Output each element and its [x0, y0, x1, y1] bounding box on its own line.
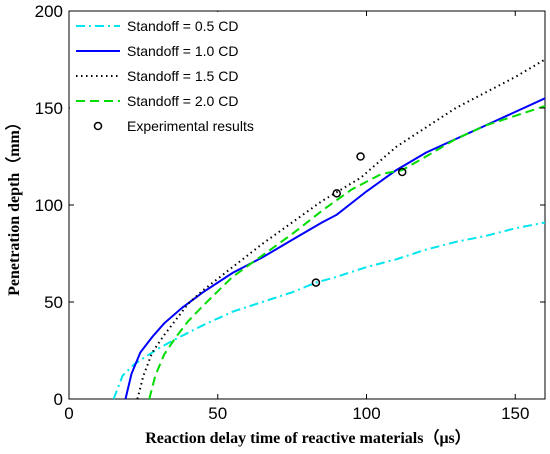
legend-box — [70, 12, 284, 140]
x-tick-label: 50 — [208, 404, 227, 423]
legend: Standoff = 0.5 CD Standoff = 1.0 CD Stando… — [70, 12, 284, 140]
x-axis-title: Reaction delay time of reactive material… — [145, 429, 471, 447]
legend-label-standoff-2-0-cd: Standoff = 2.0 CD — [127, 93, 238, 109]
legend-label-experimental-results: Experimental results — [127, 118, 254, 134]
experimental-point — [332, 189, 341, 198]
y-axis-title: Penetration depth（mm） — [5, 114, 23, 296]
experimental-point — [311, 278, 321, 287]
experimental-point — [356, 152, 365, 161]
legend-label-standoff-1-0-cd: Standoff = 1.0 CD — [127, 43, 238, 59]
y-tick-label: 200 — [35, 2, 63, 21]
series-line-standoff-2-0-cd — [148, 105, 546, 400]
legend-label-standoff-0-5-cd: Standoff = 0.5 CD — [127, 18, 238, 34]
series-line-standoff-1-0-cd — [124, 97, 546, 400]
experimental-points — [311, 152, 407, 287]
axis-ticks: 0 50 100 150 0 50 100 150 200 — [35, 2, 545, 423]
y-tick-label: 150 — [35, 99, 63, 118]
series-line-standoff-0-5-cd — [112, 221, 546, 400]
legend-swatch-experimental — [93, 121, 103, 131]
y-tick-label: 50 — [44, 293, 63, 312]
x-tick-label: 0 — [64, 404, 73, 423]
legend-label-standoff-1-5-cd: Standoff = 1.5 CD — [127, 68, 238, 84]
series-layer — [112, 58, 546, 400]
experimental-point — [397, 167, 407, 177]
x-tick-label: 150 — [501, 404, 529, 423]
y-tick-label: 100 — [35, 196, 63, 215]
x-tick-label: 100 — [352, 404, 380, 423]
y-tick-label: 0 — [54, 390, 63, 409]
